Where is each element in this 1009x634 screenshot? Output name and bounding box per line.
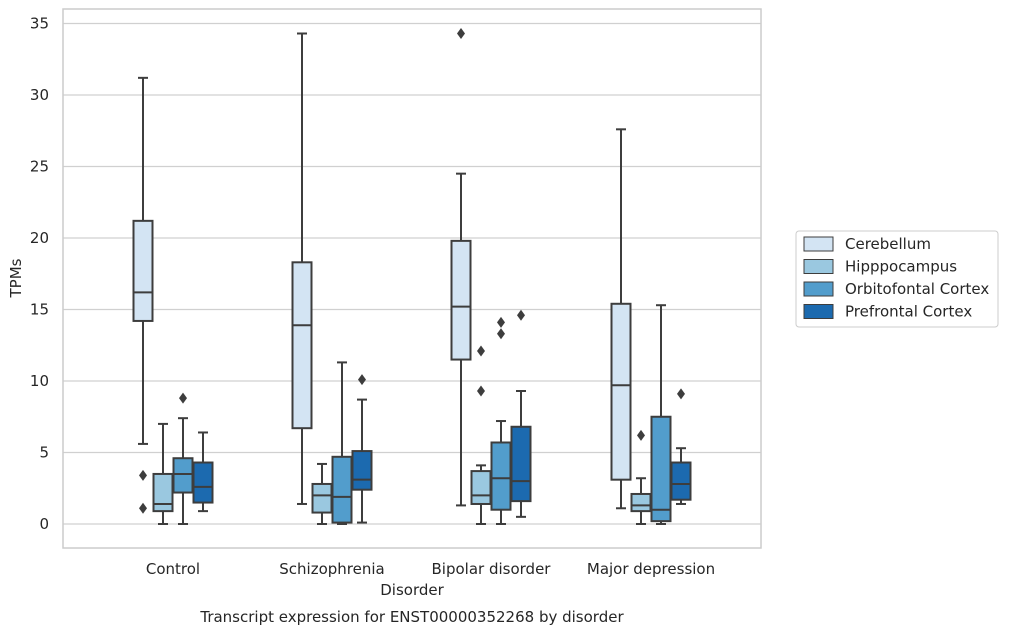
box-body xyxy=(331,455,353,524)
outlier-point xyxy=(358,374,366,386)
x-axis-label: Disorder xyxy=(380,581,444,599)
x-tick-label: Major depression xyxy=(587,560,715,578)
outlier-point xyxy=(517,309,525,321)
box-hipppocampus xyxy=(311,462,333,525)
legend-swatch xyxy=(803,259,834,274)
outlier-point xyxy=(139,469,147,481)
y-tick-label: 20 xyxy=(30,229,49,247)
legend: Cerebellum Hipppocampus Orbitofontal Corte… xyxy=(795,230,999,328)
box-hipppocampus xyxy=(152,422,174,525)
y-tick-label: 35 xyxy=(30,15,49,33)
box-prefrontal-cortex xyxy=(351,374,373,524)
legend-label: Cerebellum xyxy=(845,235,931,253)
box-body xyxy=(311,482,333,514)
x-tick-label: Control xyxy=(146,560,200,578)
box-body xyxy=(610,302,632,481)
box-hipppocampus xyxy=(630,429,652,525)
box-prefrontal-cortex xyxy=(192,431,214,513)
box-orbitofontal-cortex xyxy=(331,361,353,525)
box-body xyxy=(650,415,672,523)
box-body xyxy=(351,450,373,491)
y-axis-label: TPMs xyxy=(7,258,25,298)
outlier-point xyxy=(477,345,485,357)
outlier-point xyxy=(677,388,685,400)
legend-label: Hipppocampus xyxy=(845,258,957,276)
legend-label: Prefrontal Cortex xyxy=(845,303,972,321)
y-tick-label: 0 xyxy=(39,515,49,533)
box-cerebellum xyxy=(610,128,632,510)
box-prefrontal-cortex xyxy=(510,309,532,518)
y-tick-labels: 0 5 10 15 20 25 30 35 xyxy=(30,15,49,534)
box-body xyxy=(192,461,214,504)
box-body xyxy=(291,261,313,430)
box-body xyxy=(172,457,194,494)
y-tick-label: 25 xyxy=(30,158,49,176)
chart-caption: Transcript expression for ENST0000035226… xyxy=(199,608,624,626)
legend-swatch xyxy=(803,236,834,252)
box-body xyxy=(670,461,692,501)
box-orbitofontal-cortex xyxy=(650,304,672,525)
outlier-point xyxy=(139,502,147,514)
legend-swatch xyxy=(803,304,834,319)
outlier-point xyxy=(637,429,645,441)
box-prefrontal-cortex xyxy=(670,388,692,505)
box-hipppocampus xyxy=(470,345,492,525)
legend-swatch xyxy=(803,281,834,297)
box-body xyxy=(630,492,652,513)
x-tick-label: Bipolar disorder xyxy=(432,560,552,578)
legend-label: Orbitofontal Cortex xyxy=(845,280,989,298)
box-body xyxy=(470,470,492,505)
box-body xyxy=(450,239,472,361)
plot-frame xyxy=(62,8,762,549)
gridlines xyxy=(63,22,761,525)
outlier-point xyxy=(179,392,187,404)
boxes xyxy=(132,28,692,525)
y-tick-label: 10 xyxy=(30,372,49,390)
box-body xyxy=(510,425,532,503)
outlier-point xyxy=(457,28,465,40)
outlier-point xyxy=(497,328,505,340)
y-tick-label: 30 xyxy=(30,86,49,104)
outlier-point xyxy=(477,385,485,397)
box-orbitofontal-cortex xyxy=(490,316,512,525)
x-tick-label: Schizophrenia xyxy=(279,560,384,578)
outlier-point xyxy=(497,316,505,328)
box-orbitofontal-cortex xyxy=(172,392,194,525)
y-tick-label: 5 xyxy=(39,444,49,462)
box-cerebellum xyxy=(132,76,154,445)
box-cerebellum xyxy=(450,28,472,507)
box-body xyxy=(490,441,512,511)
legend-frame xyxy=(795,230,999,328)
box-cerebellum xyxy=(291,32,313,505)
x-tick-labels: Control Schizophrenia Bipolar disorder Majo… xyxy=(146,560,715,578)
box-body xyxy=(132,219,154,322)
box-body xyxy=(152,472,174,513)
y-tick-label: 15 xyxy=(30,301,49,319)
